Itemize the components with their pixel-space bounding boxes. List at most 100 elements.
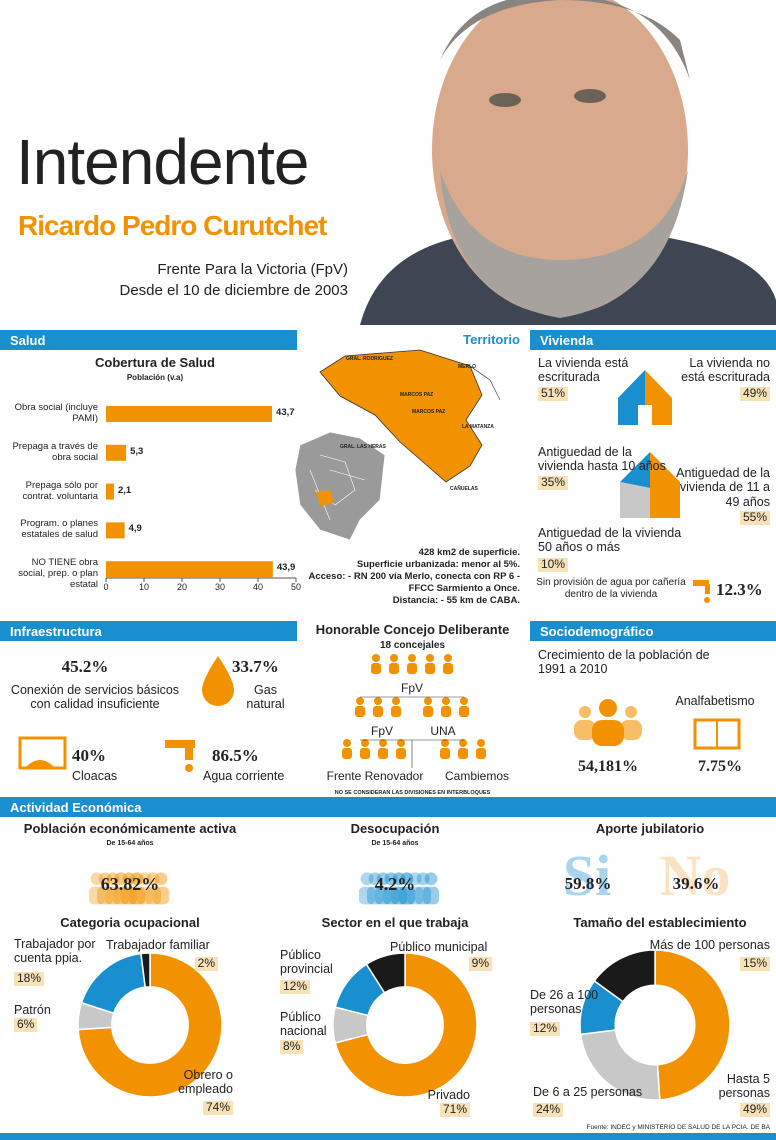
- person-icon: [391, 706, 401, 717]
- source: Fuente: INDEC y MINISTERIO DE SALUD DE L…: [586, 1124, 771, 1131]
- section-header: Territorio: [463, 332, 520, 347]
- map: [294, 349, 501, 541]
- x-tick-label: 20: [176, 582, 187, 592]
- legend-label: Más de 100 personas: [649, 938, 770, 952]
- housing-value: 35%: [538, 475, 569, 490]
- housing-label: La vivienda está escriturada: [538, 356, 629, 385]
- x-tick-label: 40: [252, 582, 263, 592]
- value-label: 74%: [202, 1100, 233, 1115]
- person-icon: [396, 748, 406, 759]
- housing-label: Antiguedad de la vivienda hasta 10 años: [538, 445, 666, 474]
- person-icon: [397, 739, 405, 747]
- literacy-label: Analfabetismo: [675, 694, 755, 708]
- person-icon: [389, 663, 399, 674]
- bar: [106, 444, 127, 461]
- person-icon: [408, 654, 416, 662]
- fact: 428 km2 de superficie.: [418, 547, 520, 558]
- value-label: 24%: [533, 1102, 564, 1117]
- map-label: MARCOS PAZ: [400, 392, 434, 398]
- legend-label: Hasta 5 personas: [718, 1072, 770, 1101]
- section-header: Salud: [0, 330, 297, 350]
- party: Frente Para la Victoria (FpV): [157, 261, 348, 278]
- bloc-label: FpV: [370, 724, 393, 738]
- value-label: 12%: [280, 979, 311, 994]
- value-label: 4,9: [128, 523, 142, 535]
- legend-label: De 6 a 25 personas: [533, 1085, 643, 1099]
- person-icon: [392, 697, 400, 705]
- donut-slice: [365, 952, 406, 994]
- x-tick-label: 50: [290, 582, 301, 592]
- bloc-label: Cambiemos: [444, 769, 510, 783]
- person-icon: [342, 748, 352, 759]
- value-label: 43,9: [276, 562, 296, 574]
- value-label: 6%: [14, 1017, 38, 1032]
- housing-value: 10%: [538, 557, 569, 572]
- legend-label: Privado: [427, 1088, 470, 1102]
- block-title: Aporte jubilatorio: [595, 821, 705, 836]
- legend-label: Patrón: [14, 1003, 51, 1017]
- person-icon: [153, 886, 169, 905]
- donut-slice: [593, 949, 656, 1003]
- person-icon: [458, 748, 468, 759]
- person-icon: [98, 872, 112, 886]
- chart-subtitle: Población (v.a): [126, 373, 184, 382]
- x-tick-label: 0: [103, 582, 109, 592]
- section-header: Vivienda: [530, 330, 776, 350]
- person-icon: [129, 886, 145, 905]
- person-icon: [390, 654, 398, 662]
- map-label: LA MATANZA: [462, 424, 494, 430]
- person-icon: [426, 654, 434, 662]
- house-icon: [620, 452, 680, 518]
- pea-value: 63.82%: [100, 874, 160, 894]
- map-label: CAÑUELAS: [450, 486, 478, 492]
- person-icon: [476, 748, 486, 759]
- y-tick-label: NO TIENE obra social, prep. o plan estat…: [18, 557, 98, 591]
- bloc-label: Frente Renovador: [326, 769, 424, 783]
- person-icon: [371, 663, 381, 674]
- person-icon: [416, 872, 430, 886]
- value-label: 18%: [14, 971, 45, 986]
- chart-title: Categoria ocupacional: [60, 915, 200, 930]
- person-icon: [441, 706, 451, 717]
- infra-label: Gas natural: [246, 683, 285, 712]
- chart-title: Cobertura de Salud: [95, 355, 215, 370]
- person-icon: [359, 886, 375, 905]
- person-icon: [154, 872, 168, 886]
- y-tick-label: Obra social (incluye PAMI): [14, 402, 98, 424]
- value-label: 43,7: [276, 407, 295, 418]
- person-icon: [424, 697, 432, 705]
- block-title: Población económicamente activa: [23, 821, 237, 836]
- bar: [106, 483, 114, 500]
- person-icon: [360, 872, 374, 886]
- person-icon: [441, 739, 449, 747]
- person-icon: [423, 886, 439, 905]
- block-title: Desocupación: [350, 821, 440, 836]
- legend-label: Obrero o empleado: [178, 1068, 233, 1097]
- fact: Distancia: - 55 km de CABA.: [392, 595, 520, 606]
- person-icon: [355, 706, 365, 717]
- person-icon: [368, 872, 382, 886]
- value-label: 49%: [739, 1102, 770, 1117]
- person-icon: [379, 739, 387, 747]
- infra-label: Cloacas: [72, 769, 118, 783]
- people-icon: [574, 699, 642, 746]
- person-icon: [442, 697, 450, 705]
- book-icon: [693, 718, 741, 750]
- value-label: 9%: [468, 956, 492, 971]
- since: Desde el 10 de diciembre de 2003: [119, 282, 349, 299]
- person-icon: [343, 739, 351, 747]
- value-label: 15%: [739, 956, 770, 971]
- sewer-icon: [18, 736, 67, 770]
- legend-label: Trabajador familiar: [106, 938, 210, 952]
- person-icon: [137, 886, 153, 905]
- person-icon: [425, 663, 435, 674]
- person-icon: [459, 739, 467, 747]
- infra-value: 86.5%: [212, 746, 259, 765]
- water-value: 12.3%: [716, 580, 763, 599]
- donut-slice: [140, 952, 151, 988]
- unemployment-value: 4.2%: [374, 874, 416, 894]
- legend-label: Público municipal: [390, 940, 488, 954]
- value-label: 8%: [280, 1039, 304, 1054]
- person-icon: [407, 886, 423, 905]
